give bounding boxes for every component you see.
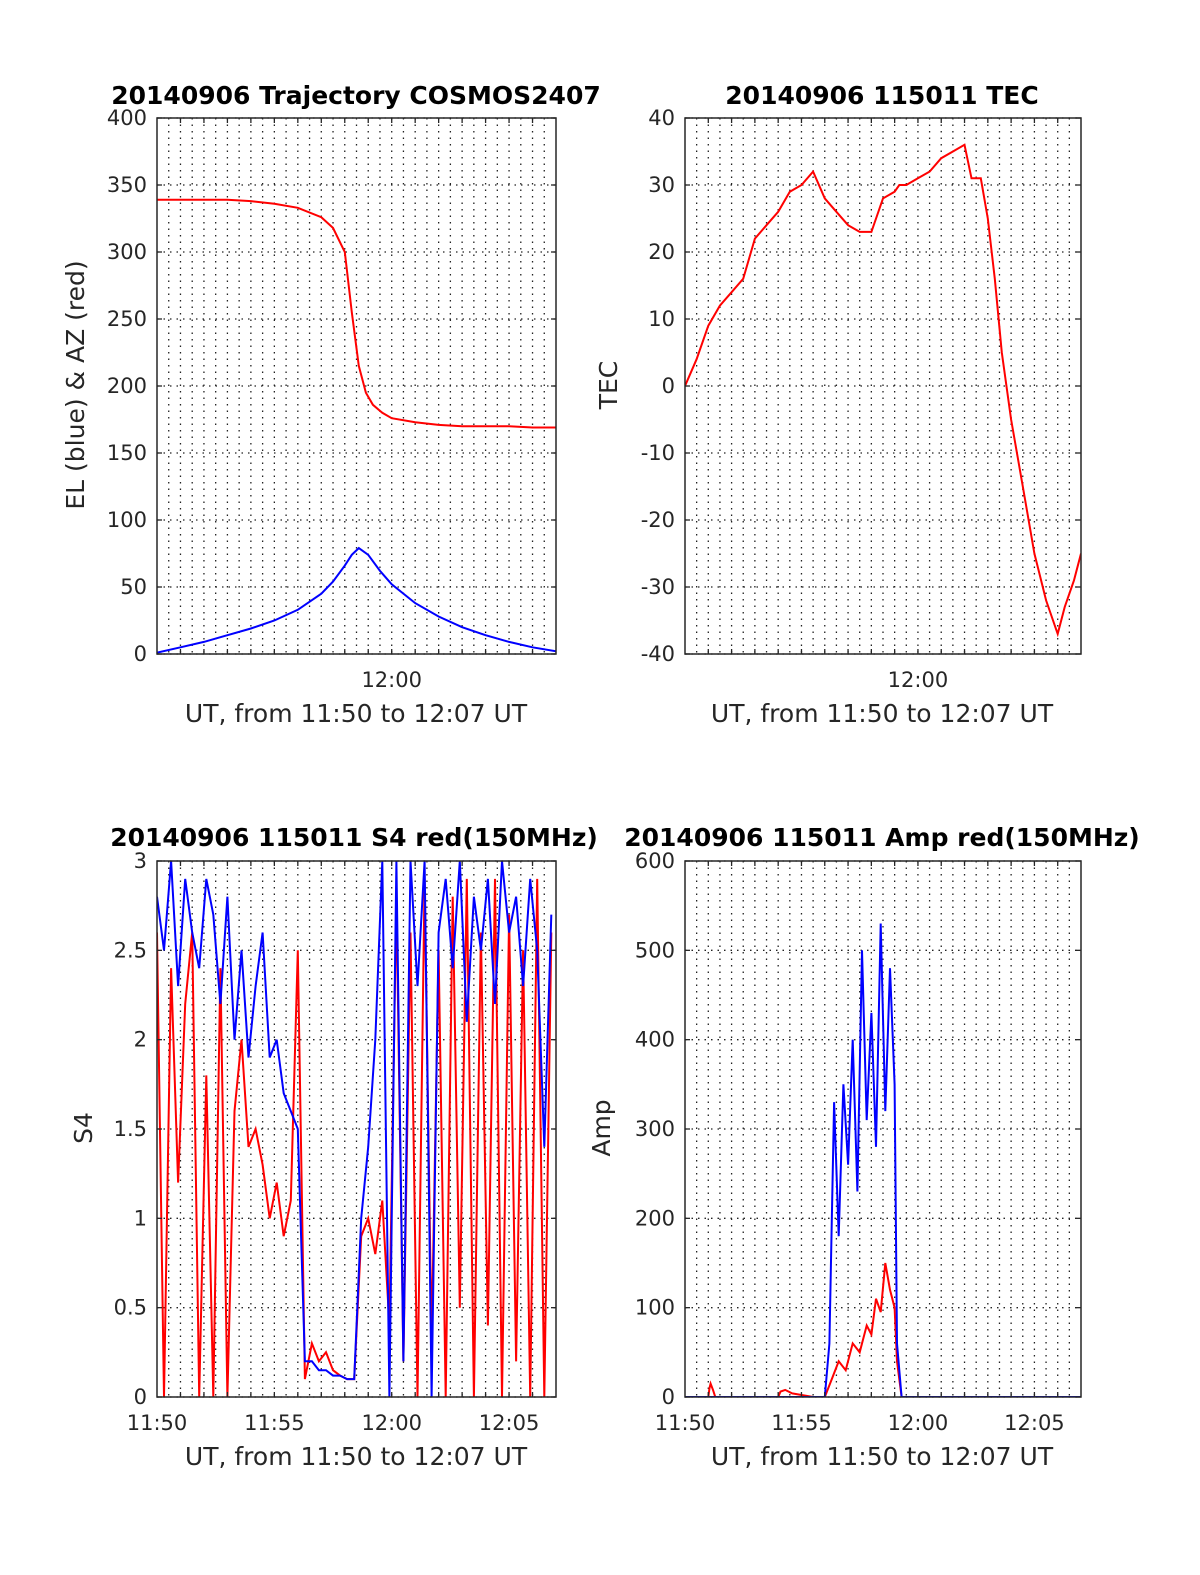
y-tick-label: 200 (635, 1206, 675, 1230)
panel-amp: 20140906 115011 Amp red(150MHz) UT, from… (587, 823, 1140, 1471)
ylabel-tec: TEC (594, 361, 623, 411)
axes-amp: 0 100 200 300 400 500 600 11:50 11:55 12:00 12:05 (635, 849, 1082, 1435)
title-amp: 20140906 115011 Amp red(150MHz) (624, 823, 1140, 852)
panel-tec: 20140906 115011 TEC UT, from 11:50 to 12… (594, 81, 1054, 728)
y-tick-label: 40 (648, 106, 675, 130)
ylabel-trajectory: EL (blue) & AZ (red) (61, 260, 90, 509)
y-tick-label: 500 (635, 938, 675, 962)
x-tick-label: 12:05 (479, 1411, 540, 1435)
axes-trajectory: 0 50 100 150 200 250 300 350 400 12:00 (107, 106, 557, 692)
x-tick-label: 11:50 (127, 1411, 188, 1435)
x-tick-label: 11:55 (244, 1411, 305, 1435)
series-line-1 (157, 198, 556, 429)
y-tick-label: 10 (648, 307, 675, 331)
xlabel-amp: UT, from 11:50 to 12:07 UT (711, 1442, 1054, 1471)
series-line-1 (685, 143, 1081, 638)
y-tick-label: 300 (107, 240, 147, 264)
y-tick-label: 300 (635, 1117, 675, 1141)
y-tick-label: -10 (641, 441, 675, 465)
x-tick-label: 12:05 (1004, 1411, 1065, 1435)
y-tick-label: 3 (134, 849, 147, 873)
panel-s4: 20140906 115011 S4 red(150MHz) UT, from … (69, 823, 598, 1471)
axes-tec: -40 -30 -20 -10 0 10 20 30 40 12:00 (641, 106, 1082, 692)
y-tick-label: 0 (134, 1385, 147, 1409)
title-trajectory: 20140906 Trajectory COSMOS2407 (111, 81, 601, 110)
y-tick-label: 400 (635, 1028, 675, 1052)
y-tick-label: 0 (134, 642, 147, 666)
y-tick-label: -30 (641, 575, 675, 599)
y-tick-label: 2.5 (114, 938, 147, 962)
y-tick-label: 1 (134, 1206, 147, 1230)
axes-s4: 0 0.5 1 1.5 2 2.5 3 11:50 11:55 12:00 12:05 (114, 849, 557, 1435)
y-tick-label: 400 (107, 106, 147, 130)
y-tick-label: 150 (107, 441, 147, 465)
y-tick-label: 0.5 (114, 1296, 147, 1320)
series-line-1 (685, 1262, 1081, 1397)
xlabel-trajectory: UT, from 11:50 to 12:07 UT (185, 699, 528, 728)
y-tick-label: 30 (648, 173, 675, 197)
x-tick-label: 12:00 (361, 668, 422, 692)
series-line-2 (685, 923, 1081, 1397)
x-tick-label: 12:00 (888, 668, 949, 692)
y-tick-label: -40 (641, 642, 675, 666)
y-tick-label: 100 (635, 1296, 675, 1320)
y-tick-label: 350 (107, 173, 147, 197)
xlabel-tec: UT, from 11:50 to 12:07 UT (711, 699, 1054, 728)
y-tick-label: 600 (635, 849, 675, 873)
x-tick-label: 11:55 (771, 1411, 832, 1435)
y-tick-label: 50 (120, 575, 147, 599)
panel-trajectory: 20140906 Trajectory COSMOS2407 UT, from … (61, 81, 601, 728)
x-tick-label: 12:00 (888, 1411, 949, 1435)
xlabel-s4: UT, from 11:50 to 12:07 UT (185, 1442, 528, 1471)
series-line-2 (157, 546, 556, 654)
y-tick-label: 100 (107, 508, 147, 532)
y-tick-label: 200 (107, 374, 147, 398)
x-tick-label: 12:00 (361, 1411, 422, 1435)
x-tick-label: 11:50 (655, 1411, 716, 1435)
y-tick-label: 250 (107, 307, 147, 331)
y-tick-label: 2 (134, 1028, 147, 1052)
y-tick-label: 0 (662, 374, 675, 398)
ylabel-amp: Amp (587, 1099, 616, 1156)
series-line-2 (157, 861, 553, 1397)
y-tick-label: 0 (662, 1385, 675, 1409)
y-tick-label: -20 (641, 508, 675, 532)
title-tec: 20140906 115011 TEC (725, 81, 1038, 110)
y-tick-label: 20 (648, 240, 675, 264)
ylabel-s4: S4 (69, 1112, 98, 1144)
y-tick-label: 1.5 (114, 1117, 147, 1141)
title-s4: 20140906 115011 S4 red(150MHz) (110, 823, 598, 852)
